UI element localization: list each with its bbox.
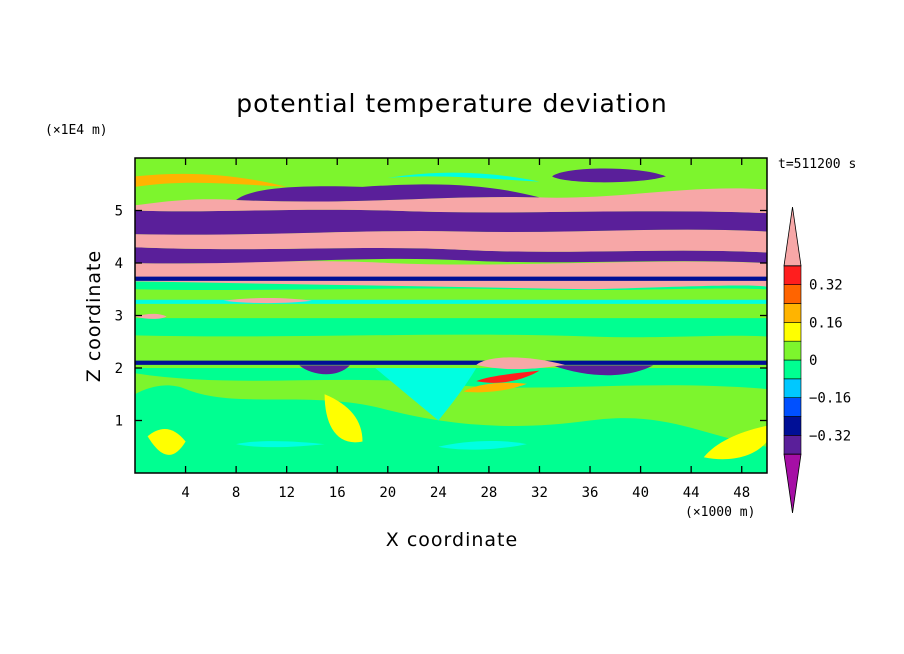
y-tick-label: 2: [115, 361, 123, 377]
field-layer: [387, 172, 540, 182]
x-tick-label: 44: [683, 485, 700, 501]
colorbar-segment: [783, 303, 802, 323]
colorbar: 0.32 0.16 0 −0.16 −0.32: [783, 206, 851, 514]
field-layer: [135, 229, 767, 253]
field-layer: [135, 385, 767, 473]
x-tick-label: 36: [582, 485, 599, 501]
field-layer: [135, 188, 767, 214]
y-axis: 1 2 3 4 5: [115, 204, 767, 430]
field-layer: [135, 261, 767, 290]
field-layer: [223, 298, 312, 304]
field-layer: [147, 428, 186, 455]
colorbar-segment: [783, 359, 802, 380]
colorbar-extend-top: [783, 206, 802, 267]
colorbar-segment: [783, 322, 802, 342]
field-layer: [135, 173, 287, 187]
chart-title: potential temperature deviation: [236, 89, 667, 118]
colorbar-segment: [783, 435, 802, 455]
x-unit-label: (×1000 m): [685, 505, 755, 520]
y-tick-label: 4: [115, 256, 123, 272]
field-layer: [476, 370, 540, 383]
field-layer: [476, 357, 565, 370]
x-tick-label: 20: [379, 485, 396, 501]
x-tick-label: 32: [531, 485, 548, 501]
field-layer: [703, 425, 767, 460]
field-layer: [135, 247, 767, 264]
colorbar-segment: [783, 340, 802, 361]
y-unit-label: (×1E4 m): [45, 123, 108, 138]
field-layer: [135, 360, 767, 365]
field-layer: [463, 382, 527, 393]
colorbar-label: 0.32: [809, 278, 843, 294]
field-layer: [236, 184, 540, 202]
field-layer: [236, 441, 325, 448]
field-layer: [324, 394, 363, 443]
colorbar-segment: [783, 378, 802, 398]
colorbar-label: 0: [809, 353, 817, 369]
field-layer: [135, 276, 767, 281]
colorbar-segment: [783, 397, 802, 417]
x-tick-label: 28: [480, 485, 497, 501]
colorbar-segment: [783, 416, 802, 436]
colorbar-label: 0.16: [809, 315, 843, 331]
field-bands: [135, 168, 767, 473]
plot-area: [134, 157, 768, 474]
colorbar-label: −0.16: [809, 391, 851, 407]
field-layer: [438, 440, 527, 450]
x-tick-label: 8: [232, 485, 240, 501]
field-layer: [552, 365, 654, 376]
colorbar-extend-bottom: [783, 453, 802, 514]
field-layer: [135, 318, 767, 338]
x-axis-label: X coordinate: [386, 529, 518, 551]
y-axis-label: Z coordinate: [83, 250, 105, 382]
field-layer: [299, 365, 350, 375]
field-layer: [135, 313, 167, 319]
x-tick-label: 16: [329, 485, 346, 501]
y-tick-label: 3: [115, 309, 123, 325]
colorbar-label: −0.32: [809, 428, 851, 444]
x-axis: 4 8 12 16 20 24 28 32 36 40 44 48: [181, 158, 750, 501]
x-tick-label: 48: [733, 485, 750, 501]
x-tick-label: 12: [278, 485, 295, 501]
time-label: t=511200 s: [778, 157, 856, 172]
y-tick-label: 1: [115, 414, 123, 430]
field-layer: [552, 168, 666, 183]
x-tick-label: 4: [181, 485, 189, 501]
y-tick-label: 5: [115, 204, 123, 220]
colorbar-segment: [783, 265, 802, 285]
colorbar-segment: [783, 284, 802, 304]
x-tick-label: 40: [632, 485, 649, 501]
x-tick-label: 24: [430, 485, 447, 501]
field-layer: [135, 209, 767, 235]
field-layer: [375, 368, 477, 421]
